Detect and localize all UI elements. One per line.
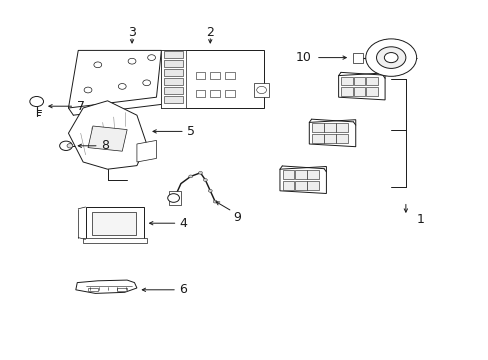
Polygon shape [338, 73, 384, 100]
Polygon shape [88, 288, 98, 291]
Polygon shape [210, 72, 220, 79]
Polygon shape [88, 126, 127, 151]
Polygon shape [324, 123, 335, 132]
Polygon shape [336, 123, 347, 132]
Polygon shape [224, 72, 234, 79]
Polygon shape [83, 238, 146, 243]
Circle shape [30, 96, 43, 107]
Circle shape [94, 62, 102, 68]
Polygon shape [365, 77, 377, 85]
Polygon shape [163, 87, 183, 94]
Circle shape [203, 179, 207, 181]
Circle shape [84, 87, 92, 93]
Polygon shape [161, 50, 185, 108]
Polygon shape [306, 170, 318, 179]
Polygon shape [341, 87, 352, 96]
Circle shape [208, 189, 212, 192]
Polygon shape [279, 166, 326, 194]
Circle shape [384, 53, 397, 63]
Text: 3: 3 [128, 26, 136, 39]
Polygon shape [163, 51, 183, 58]
Circle shape [167, 194, 179, 202]
Polygon shape [341, 77, 352, 85]
Polygon shape [163, 60, 183, 67]
Circle shape [118, 84, 126, 89]
Polygon shape [163, 78, 183, 85]
Polygon shape [282, 181, 294, 190]
Polygon shape [352, 53, 362, 63]
Polygon shape [224, 90, 234, 97]
Polygon shape [195, 90, 205, 97]
Circle shape [256, 86, 266, 94]
Polygon shape [85, 207, 144, 239]
Polygon shape [254, 83, 268, 97]
Circle shape [188, 175, 192, 178]
Polygon shape [163, 96, 183, 103]
Circle shape [128, 58, 136, 64]
Circle shape [365, 39, 416, 76]
Polygon shape [76, 280, 137, 293]
Polygon shape [137, 140, 156, 162]
Circle shape [67, 144, 73, 148]
Text: 1: 1 [416, 213, 424, 226]
Polygon shape [353, 87, 365, 96]
Text: 2: 2 [206, 26, 214, 39]
Polygon shape [311, 123, 323, 132]
Polygon shape [68, 101, 146, 169]
Polygon shape [306, 181, 318, 190]
Polygon shape [294, 181, 306, 190]
Polygon shape [324, 134, 335, 143]
Polygon shape [195, 72, 205, 79]
Circle shape [60, 141, 72, 150]
Text: 10: 10 [295, 51, 310, 64]
Text: 9: 9 [233, 211, 241, 224]
Polygon shape [336, 134, 347, 143]
Polygon shape [353, 77, 365, 85]
Polygon shape [294, 170, 306, 179]
Polygon shape [68, 50, 161, 108]
Polygon shape [163, 69, 183, 76]
Circle shape [213, 200, 217, 203]
Text: 8: 8 [101, 139, 109, 152]
Text: 7: 7 [77, 100, 84, 113]
Text: 6: 6 [179, 283, 187, 296]
Polygon shape [309, 120, 355, 147]
Polygon shape [365, 87, 377, 96]
Circle shape [376, 47, 405, 68]
Text: 4: 4 [179, 217, 187, 230]
Polygon shape [161, 50, 264, 108]
Polygon shape [210, 90, 220, 97]
Polygon shape [168, 191, 181, 205]
Polygon shape [117, 288, 127, 291]
Circle shape [198, 171, 202, 174]
Polygon shape [92, 212, 136, 235]
Circle shape [147, 55, 155, 60]
Polygon shape [282, 170, 294, 179]
Polygon shape [311, 134, 323, 143]
Text: 5: 5 [186, 125, 194, 138]
Circle shape [142, 80, 150, 86]
